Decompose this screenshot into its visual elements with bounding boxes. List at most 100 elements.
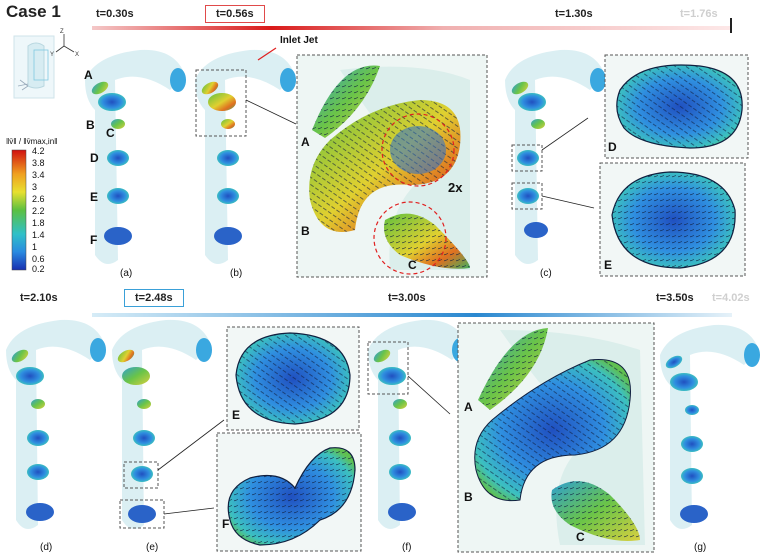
slice-c-A: [511, 81, 529, 95]
time-label-bottom-0: t=2.10s: [20, 292, 58, 304]
slice-d-C: [31, 399, 45, 409]
slice-b-C: [221, 119, 235, 129]
slice-e-A: [117, 349, 135, 363]
slice-d-D: [27, 430, 49, 446]
section-letter-C: C: [106, 126, 115, 140]
timeline-end-marker: [730, 18, 732, 33]
zoom-bottom-slice-B-arrows: [474, 359, 631, 502]
zoom-top-letter-C: C: [408, 258, 417, 272]
colorbar-tick: 2.2: [32, 206, 45, 216]
zoom-circle-2: [373, 201, 447, 275]
section-letter-A: A: [84, 68, 93, 82]
svg-text:Y: Y: [50, 52, 54, 58]
vessel-g: [660, 324, 760, 529]
slice-d-A: [11, 349, 29, 363]
leader-b: [245, 99, 297, 125]
svg-text:X: X: [75, 52, 79, 58]
slice-a-E: [107, 188, 129, 204]
zoom-bottom-slice-A-arrows: [478, 328, 548, 410]
slice-g-F: [680, 505, 708, 523]
slice-b-D: [217, 150, 239, 166]
slice-g-E: [681, 468, 703, 484]
zoom-bottom-slice-C-arrows: [551, 481, 640, 541]
time-label-bottom-3: t=3.50s: [656, 292, 694, 304]
leader-c-E: [541, 195, 595, 209]
zoom-box-f: [367, 341, 409, 395]
leader-e-F: [163, 507, 215, 515]
slice-e-E: [131, 466, 153, 482]
slice-c-B: [518, 93, 546, 111]
slice-a-C: [111, 119, 125, 129]
axis-triad: Z X Y: [50, 29, 79, 58]
slice-f-C: [393, 399, 407, 409]
slice-c-D: [517, 150, 539, 166]
time-label-bottom-4: t=4.02s: [712, 292, 750, 304]
zoom-E-bottom-arrows: [235, 332, 351, 425]
slice-b-A: [201, 81, 219, 95]
zoom-box-c-D: [511, 144, 543, 172]
zoom-top-slice-C-arrows: [384, 213, 470, 269]
panel-label-g: (g): [694, 542, 707, 553]
slice-a-B: [98, 93, 126, 111]
panel-label-b: (b): [230, 268, 243, 279]
slice-g-A: [665, 355, 683, 369]
leader-e-E: [157, 419, 225, 471]
timeline-bottom: [92, 313, 732, 317]
colorbar-title: ‖v̄‖ / ‖v̄max,in‖: [6, 137, 58, 146]
colorbar-tick: 0.6: [32, 254, 45, 264]
svg-text:Z: Z: [60, 29, 64, 35]
colorbar-tick: 1: [32, 242, 38, 252]
zoom-F-arrows: [227, 447, 356, 546]
slice-f-E: [389, 464, 411, 480]
leader-c-D: [541, 117, 589, 151]
slice-e-C: [137, 399, 151, 409]
colorbar-tick: 2.6: [32, 194, 45, 204]
zoom-E-bottom-letter: E: [232, 408, 241, 422]
zoom-top-vortex: [390, 126, 446, 174]
slice-e-D: [133, 430, 155, 446]
zoom-F-letter: F: [222, 517, 230, 531]
section-letter-D: D: [90, 151, 99, 165]
zoom-factor-label: 2x: [448, 180, 463, 195]
colorbar-tick: 3.4: [32, 170, 45, 180]
time-label-bottom-2: t=3.00s: [388, 292, 426, 304]
section-letter-E: E: [90, 190, 99, 204]
slice-c-F: [524, 222, 548, 238]
slice-a-D: [107, 150, 129, 166]
vessel-a: [85, 49, 186, 265]
zoom-bottom-letter-B: B: [464, 490, 473, 504]
slice-g-B: [670, 373, 698, 391]
slice-a-A: [91, 81, 109, 95]
panel-label-c: (c): [540, 268, 552, 279]
timeline-top: [92, 26, 732, 30]
zoom-top-letter-A: A: [301, 135, 310, 149]
slice-d-F: [26, 503, 54, 521]
orientation-thumbnail: [13, 35, 55, 99]
time-label-top-2: t=1.30s: [555, 8, 593, 20]
zoom-box-b: [195, 69, 247, 137]
slice-g-C: [685, 405, 699, 415]
section-letter-F: F: [90, 233, 98, 247]
leader-f: [407, 375, 451, 415]
zoom-top-letter-B: B: [301, 224, 310, 238]
panel-label-a: (a): [120, 268, 133, 279]
zoom-top-slice-A-arrows: [312, 65, 380, 138]
colorbar-tick: 0.2: [32, 264, 45, 274]
slice-c-C: [531, 119, 545, 129]
panel-label-e: (e): [146, 542, 159, 553]
slice-e-F: [128, 505, 156, 523]
slice-a-F: [104, 227, 132, 245]
slice-f-A: [373, 349, 391, 363]
colorbar-tick: 1.8: [32, 218, 45, 228]
panel-label-d: (d): [40, 542, 53, 553]
time-label-top-3: t=1.76s: [680, 8, 718, 20]
slice-e-B: [122, 367, 150, 385]
colorbar-tick: 3: [32, 182, 38, 192]
zoom-box-e-E: [123, 461, 159, 489]
slice-g-D: [681, 436, 703, 452]
zoom-bottom-letter-C: C: [576, 530, 585, 544]
slice-b-E: [217, 188, 239, 204]
time-label-bottom-1: t=2.48s: [124, 289, 184, 307]
colorbar-tick: 3.8: [32, 158, 45, 168]
colorbar: [11, 149, 27, 271]
